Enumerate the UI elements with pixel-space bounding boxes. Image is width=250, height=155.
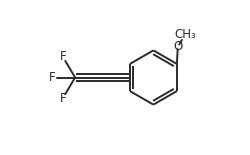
Text: O: O bbox=[172, 40, 182, 53]
Text: F: F bbox=[59, 92, 66, 105]
Text: CH₃: CH₃ bbox=[174, 28, 196, 41]
Text: F: F bbox=[59, 50, 66, 63]
Text: F: F bbox=[49, 71, 56, 84]
